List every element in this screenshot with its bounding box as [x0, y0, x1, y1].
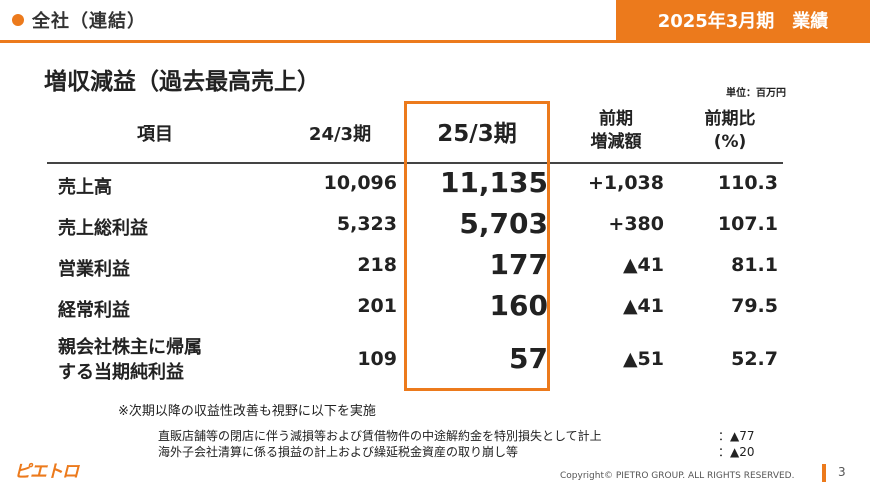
row-diff-gross-profit: +380 — [608, 213, 664, 235]
row-ratio-net-income: 52.7 — [731, 348, 778, 370]
col-header-prev: 24/3期 — [308, 124, 372, 145]
note-item-value: ：▲77 — [718, 429, 755, 443]
row-prev-net-income: 109 — [357, 348, 397, 370]
row-curr-gross-profit: 5,703 — [459, 207, 548, 240]
note-item-value: ：▲20 — [718, 445, 755, 459]
current-period-highlight — [404, 101, 550, 391]
row-ratio-sales: 110.3 — [717, 172, 778, 194]
col-header-item: 項目 — [137, 124, 173, 145]
page-title: 増収減益（過去最高売上） — [44, 69, 320, 95]
col-header-current: 25/3期 — [437, 121, 517, 147]
period-label: 2025年3月期 業績 — [616, 0, 870, 40]
row-curr-operating-profit: 177 — [489, 248, 548, 281]
unit-label: 単位：百万円 — [726, 88, 786, 99]
row-label-net-income: 親会社株主に帰属 する当期純利益 — [58, 337, 202, 383]
table-header-rule — [47, 162, 783, 164]
col-header-ratio: 前期比 (%) — [704, 109, 756, 152]
bullet-dot-icon — [12, 14, 24, 26]
row-label-sales: 売上高 — [58, 177, 112, 198]
row-curr-sales: 11,135 — [439, 166, 548, 199]
row-label-ordinary-profit: 経常利益 — [58, 300, 130, 321]
row-diff-operating-profit: ▲41 — [622, 254, 664, 276]
row-prev-ordinary-profit: 201 — [357, 295, 397, 317]
row-label-gross-profit: 売上総利益 — [58, 218, 148, 239]
row-ratio-ordinary-profit: 79.5 — [731, 295, 778, 317]
row-prev-sales: 10,096 — [323, 172, 397, 194]
page-number: 3 — [838, 465, 846, 479]
row-curr-net-income: 57 — [509, 342, 548, 375]
row-curr-ordinary-profit: 160 — [489, 289, 548, 322]
company-logo: ピエトロ — [14, 462, 79, 482]
page-number-bar — [822, 464, 826, 482]
row-diff-sales: +1,038 — [587, 172, 664, 194]
note-item: 海外子会社清算に係る損益の計上および繰延税金資産の取り崩し等 — [158, 445, 519, 459]
row-ratio-gross-profit: 107.1 — [717, 213, 778, 235]
header-rule — [0, 40, 870, 43]
note-item: 直販店舗等の閉店に伴う減損等および賃借物件の中途解約金を特別損失として計上 — [158, 429, 602, 443]
section-header: 全社（連結） — [12, 7, 146, 33]
row-prev-gross-profit: 5,323 — [336, 213, 397, 235]
col-header-diff: 前期 増減額 — [590, 109, 642, 152]
section-title: 全社（連結） — [32, 11, 146, 32]
row-diff-ordinary-profit: ▲41 — [622, 295, 664, 317]
row-label-operating-profit: 営業利益 — [58, 259, 130, 280]
row-diff-net-income: ▲51 — [622, 348, 664, 370]
row-ratio-operating-profit: 81.1 — [731, 254, 778, 276]
row-prev-operating-profit: 218 — [357, 254, 397, 276]
note-main: ※次期以降の収益性改善も視野に以下を実施 — [118, 404, 376, 419]
copyright: Copyright© PIETRO GROUP. ALL RIGHTS RESE… — [560, 471, 795, 481]
